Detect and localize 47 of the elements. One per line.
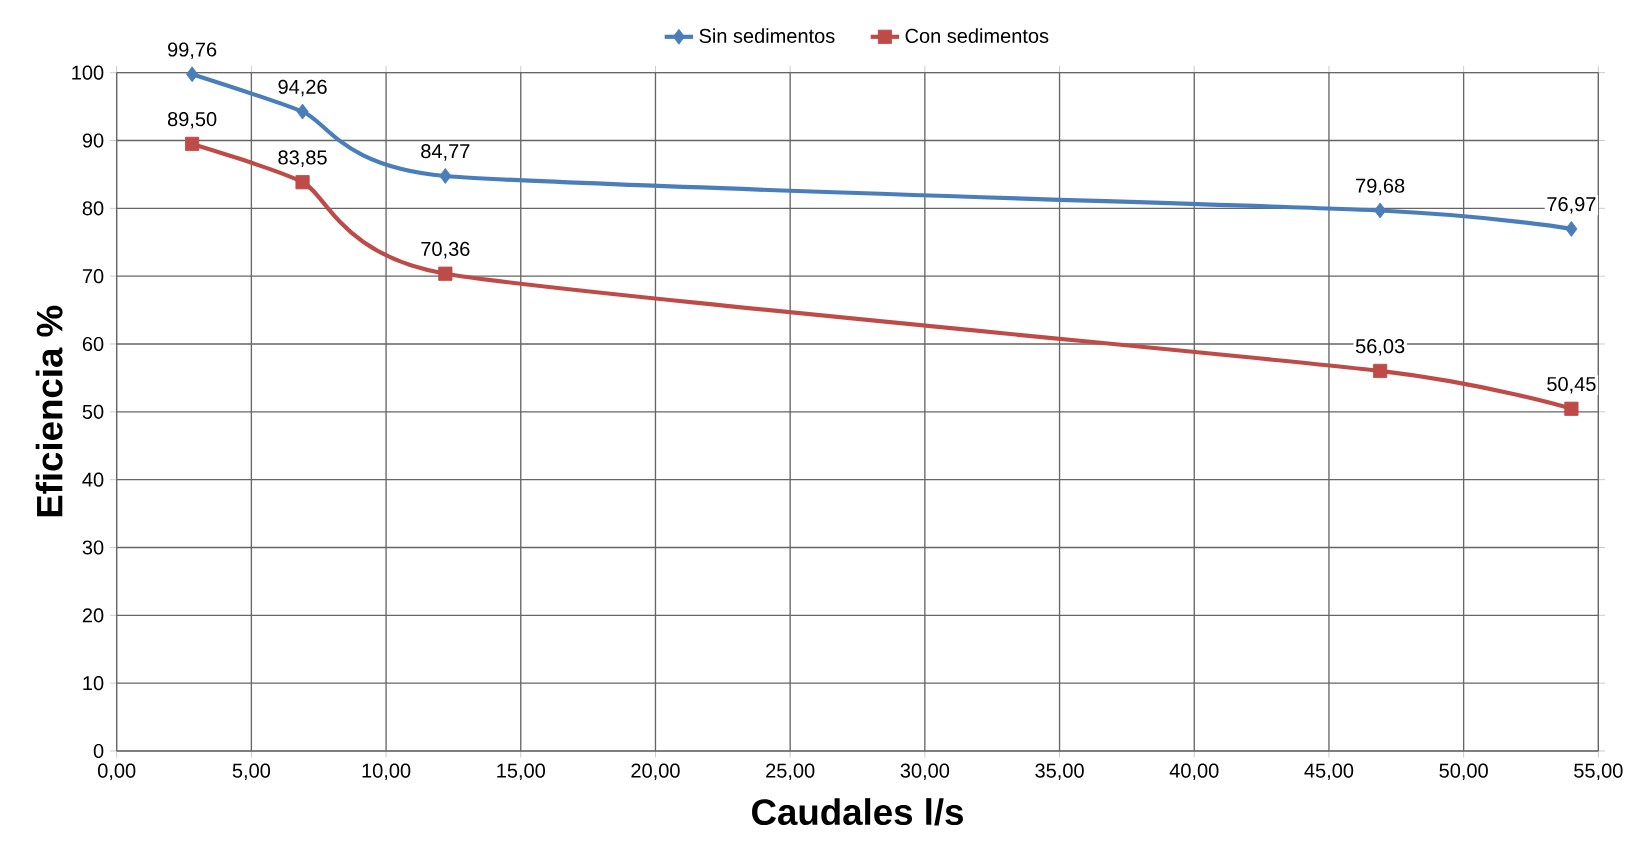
- y-tick-label: 60: [82, 336, 104, 352]
- data-label: 79,68: [1356, 178, 1405, 196]
- y-tick-label: 90: [82, 133, 104, 148]
- point: [438, 266, 453, 281]
- y-tick-label: 100: [72, 65, 104, 80]
- y-axis-title: Eficiencia %: [35, 305, 63, 517]
- y-tick-label: 80: [82, 201, 104, 216]
- x-tick-label: 55,00: [1574, 763, 1623, 781]
- x-tick-label: 15,00: [497, 763, 546, 781]
- x-axis-title: Caudales l/s: [752, 798, 963, 826]
- y-tick-label: 10: [83, 676, 104, 691]
- data-label: 83,85: [278, 150, 327, 167]
- point: [296, 103, 309, 120]
- point: [185, 136, 200, 151]
- x-tick-label: 50,00: [1439, 763, 1488, 781]
- y-tick-label: 40: [82, 472, 104, 487]
- x-tick-label: 35,00: [1035, 763, 1084, 781]
- x-tick-label: 40,00: [1169, 763, 1219, 781]
- point: [1374, 202, 1387, 219]
- data-label: 99,76: [168, 42, 217, 59]
- y-tick-label: 0: [93, 743, 104, 759]
- y-tick-label: 70: [82, 269, 104, 284]
- point: [1564, 401, 1579, 416]
- x-tick-label: 30,00: [900, 763, 950, 781]
- x-tick-label: 0,00: [98, 763, 136, 781]
- x-tick-label: 10,00: [362, 763, 411, 781]
- data-label: 70,36: [421, 241, 470, 259]
- data-label: 94,26: [278, 79, 327, 97]
- legend-label: Sin sedimentos: [699, 28, 835, 43]
- x-tick-label: 45,00: [1304, 763, 1354, 781]
- x-tick-label: 25,00: [766, 763, 815, 781]
- data-label: 76,97: [1547, 197, 1596, 214]
- y-tick-label: 20: [82, 608, 104, 623]
- data-label: 50,45: [1547, 376, 1596, 394]
- data-label: 56,03: [1355, 339, 1405, 356]
- point: [295, 175, 310, 190]
- x-tick-label: 20,00: [631, 763, 680, 781]
- data-label: 89,50: [167, 112, 217, 129]
- x-tick-label: 5,00: [232, 763, 271, 781]
- data-label: 84,77: [421, 144, 470, 161]
- y-tick-label: 30: [82, 540, 104, 555]
- point: [439, 168, 452, 184]
- point: [1373, 363, 1388, 379]
- legend-label: Con sedimentos: [905, 28, 1049, 43]
- point: [186, 66, 199, 83]
- point: [1565, 220, 1578, 237]
- y-tick-label: 50: [82, 404, 104, 419]
